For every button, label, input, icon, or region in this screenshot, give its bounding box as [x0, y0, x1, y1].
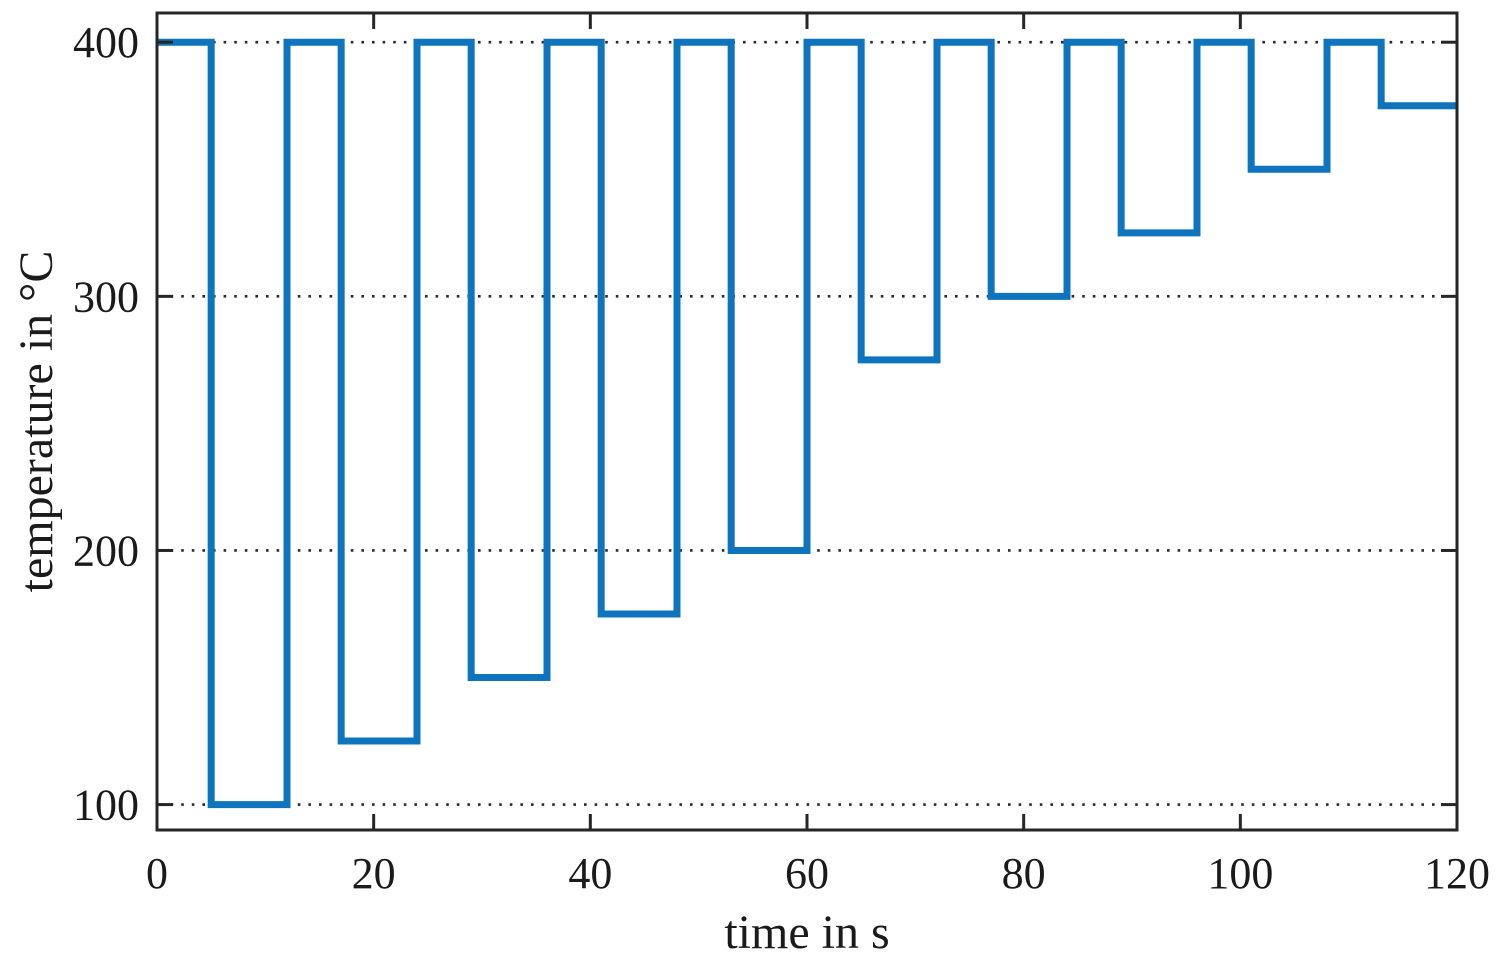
temperature-series-path — [157, 38, 1457, 809]
x-tick-label-80: 80 — [1002, 849, 1046, 898]
x-tick-labels: 0 20 40 60 80 100 120 — [146, 849, 1490, 898]
x-tick-label-60: 60 — [785, 849, 829, 898]
x-tick-label-40: 40 — [568, 849, 612, 898]
x-tick-label-20: 20 — [352, 849, 396, 898]
y-tick-label-300: 300 — [73, 272, 139, 321]
x-tick-label-100: 100 — [1207, 849, 1273, 898]
x-axis-label: time in s — [724, 906, 889, 959]
temperature-step-line — [157, 38, 1457, 809]
axis-ticks — [155, 13, 1459, 830]
y-tick-label-400: 400 — [73, 18, 139, 67]
y-axis-label: temperature in °C — [10, 251, 63, 593]
x-tick-label-120: 120 — [1424, 849, 1490, 898]
y-tick-labels: 100 200 300 400 — [73, 18, 139, 829]
y-tick-label-200: 200 — [73, 526, 139, 575]
y-tick-label-100: 100 — [73, 781, 139, 830]
x-tick-label-0: 0 — [146, 849, 168, 898]
